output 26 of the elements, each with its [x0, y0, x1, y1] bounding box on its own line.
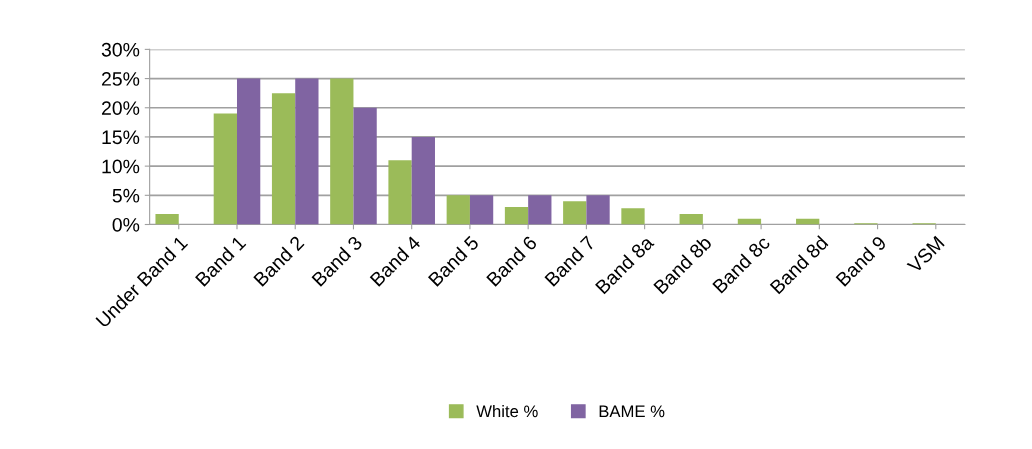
- legend-label: White %: [476, 404, 538, 418]
- legend-label: BAME %: [599, 405, 665, 418]
- bar: [388, 160, 412, 225]
- bar: [469, 195, 494, 225]
- y-tick-label: 25%: [101, 72, 140, 86]
- bar: [330, 78, 354, 225]
- y-tick-label: 15%: [102, 130, 140, 145]
- bar: [504, 206, 529, 225]
- bar: [411, 136, 435, 225]
- y-tick-label: 10%: [102, 159, 140, 174]
- bar: [236, 78, 261, 225]
- bar: [563, 201, 587, 225]
- bar: [446, 195, 470, 225]
- bar: [271, 93, 296, 225]
- bar: [679, 213, 703, 225]
- bar: [528, 195, 552, 225]
- bar: [155, 213, 179, 225]
- bar: [586, 195, 610, 225]
- bar: [621, 208, 645, 225]
- y-tick-label: 20%: [101, 101, 140, 115]
- y-tick-label: 30%: [101, 42, 140, 57]
- bar: [353, 107, 377, 225]
- y-tick-label: 5%: [112, 188, 140, 203]
- bar: [213, 113, 237, 225]
- bar: [295, 78, 319, 225]
- y-tick-label: 0%: [112, 217, 140, 232]
